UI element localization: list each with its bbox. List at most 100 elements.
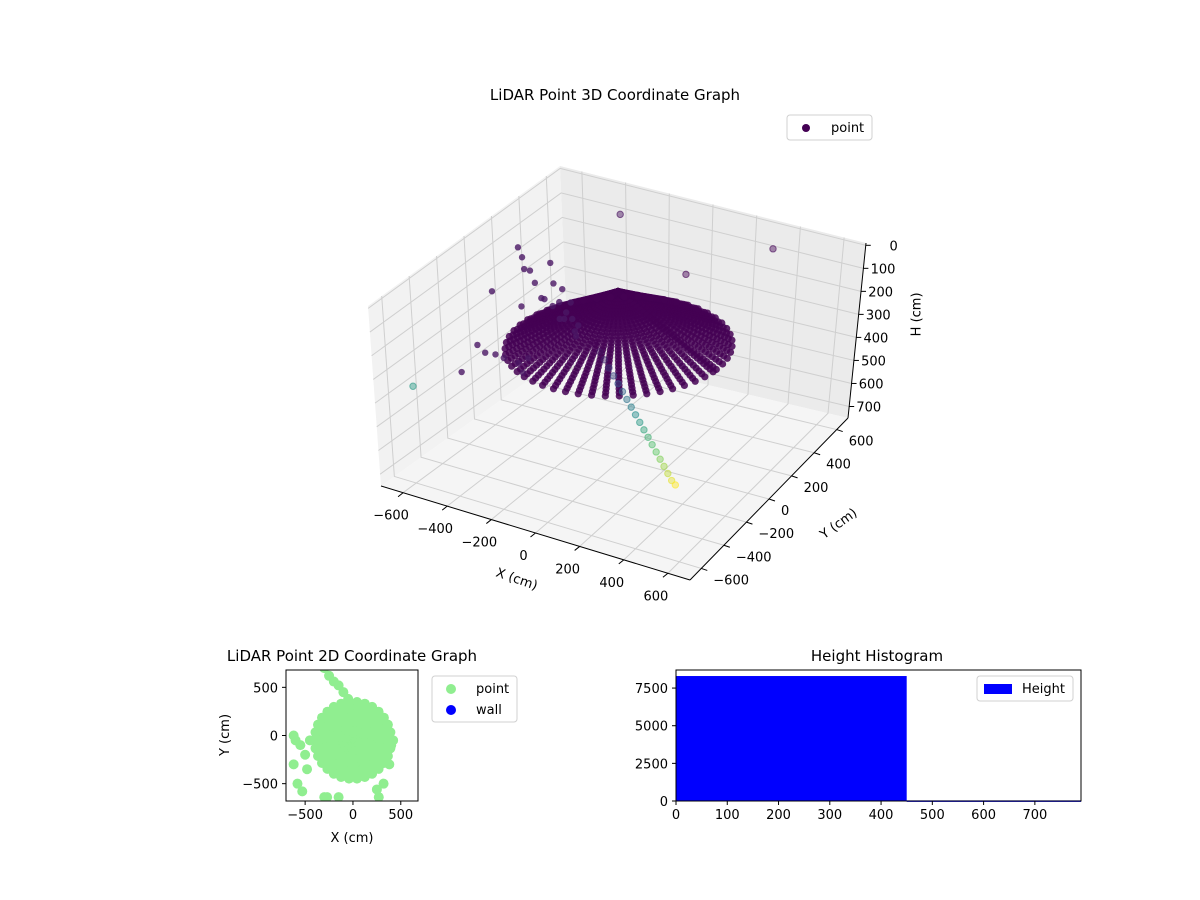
point-marker xyxy=(388,735,399,746)
wall-point-marker xyxy=(596,348,604,356)
wall-point-marker xyxy=(660,462,668,471)
y-tick-label: −600 xyxy=(713,573,749,588)
z-tick-label: 700 xyxy=(856,400,881,415)
point-marker xyxy=(567,299,574,306)
histogram-legend-swatch xyxy=(984,684,1012,694)
chart-2d-legend-marker-wall xyxy=(446,705,456,715)
dome-point xyxy=(588,391,596,399)
y-tick xyxy=(768,498,776,502)
wall-point-marker xyxy=(644,433,652,441)
dome-point xyxy=(709,368,717,376)
x-tick-label: 600 xyxy=(971,808,996,823)
wall-point-marker xyxy=(631,411,640,419)
chart-3d-legend-marker xyxy=(802,124,810,132)
chart-histogram: Height Histogram 0 100 200 300 400 500 600 7000… xyxy=(635,647,1082,823)
dome-point xyxy=(549,385,558,393)
wall-point-marker xyxy=(627,403,635,411)
point-marker xyxy=(569,315,576,323)
dome-point xyxy=(508,362,516,370)
dome-point xyxy=(643,390,651,398)
dome-point xyxy=(501,345,509,353)
grid-y-line xyxy=(436,255,747,523)
grid-z-line xyxy=(367,167,866,309)
histogram-title: Height Histogram xyxy=(811,647,943,665)
z-tick-label: 400 xyxy=(863,331,888,346)
y-tick xyxy=(723,544,731,548)
point-marker xyxy=(515,359,522,367)
point-marker xyxy=(531,279,539,287)
x-tick-label: 100 xyxy=(715,808,740,823)
dome-point xyxy=(629,391,637,399)
chart-3d-title: LiDAR Point 3D Coordinate Graph xyxy=(490,86,740,104)
wall-point-marker xyxy=(591,339,599,348)
dome-point xyxy=(723,354,731,362)
point-marker xyxy=(302,764,313,775)
dome-point xyxy=(680,381,689,389)
dome-point xyxy=(694,305,702,313)
point-marker xyxy=(310,743,321,754)
y-tick xyxy=(746,521,753,525)
wall-point-marker xyxy=(652,448,660,456)
wall-point-marker xyxy=(648,440,656,449)
dome-point xyxy=(505,332,513,341)
point-marker xyxy=(352,697,362,707)
dome-point xyxy=(684,301,692,309)
grid-z-line xyxy=(374,265,857,404)
dome-point xyxy=(703,309,712,317)
wall-point-marker xyxy=(605,364,613,372)
point-marker xyxy=(500,354,507,362)
point-marker xyxy=(295,740,306,751)
point-marker xyxy=(313,719,323,730)
point-marker xyxy=(336,772,347,782)
y-tick xyxy=(836,429,843,433)
grid-x-line xyxy=(402,171,589,494)
chart-3d: LiDAR Point 3D Coordinate Graph −600 −400… xyxy=(367,86,925,604)
point-marker xyxy=(344,773,354,784)
point-marker xyxy=(359,698,370,709)
dome-point xyxy=(726,330,734,338)
x-tick-label: 700 xyxy=(1022,808,1047,823)
y-tick-label: 200 xyxy=(804,481,829,496)
dome-point xyxy=(672,298,681,306)
wall-point-marker xyxy=(656,455,664,463)
dome-point xyxy=(516,321,524,329)
point-marker xyxy=(333,680,344,691)
point-marker xyxy=(572,333,580,340)
point-marker xyxy=(550,280,557,287)
y-tick-label: −200 xyxy=(758,527,794,542)
dome-point xyxy=(579,296,588,305)
point-marker xyxy=(541,295,548,303)
grid-x-line xyxy=(535,204,714,534)
y-tick xyxy=(813,452,821,456)
grid-y-line xyxy=(408,275,724,546)
point-marker xyxy=(547,259,554,267)
z-tick-label: 100 xyxy=(871,262,896,277)
x-tick xyxy=(530,532,536,538)
y-tick xyxy=(791,475,798,479)
wall-point-marker xyxy=(664,469,672,478)
point-marker xyxy=(384,759,395,770)
point-marker xyxy=(571,328,578,335)
dome-point xyxy=(529,377,537,385)
wall-point-marker xyxy=(623,395,631,404)
point-marker xyxy=(481,349,489,356)
chart-3d-ylabel: Y (cm) xyxy=(817,506,861,543)
dome-point xyxy=(711,314,719,322)
wall-point-marker xyxy=(671,481,680,489)
dome-point xyxy=(524,316,532,324)
dome-point xyxy=(502,338,510,347)
grid-z-line xyxy=(369,192,864,333)
chart-2d-ticks: −500 0 500 −500 0 500 xyxy=(242,681,413,823)
z-tick-label: 200 xyxy=(868,285,893,300)
dome-point xyxy=(691,377,699,385)
point-marker xyxy=(288,730,299,741)
grid-z-line xyxy=(371,216,862,357)
x-tick xyxy=(486,519,492,524)
dome-point xyxy=(728,342,736,350)
chart-3d-points xyxy=(409,210,777,489)
chart-2d-legend: point wall xyxy=(431,675,518,723)
grid-x-line xyxy=(667,237,845,574)
wall-point-marker xyxy=(640,426,648,434)
point-marker xyxy=(297,786,308,797)
